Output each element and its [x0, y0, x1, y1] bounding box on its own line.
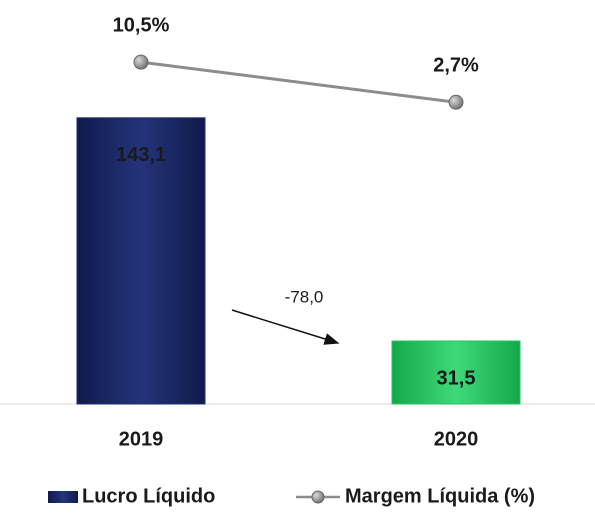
line [140, 60, 457, 104]
legend-label: Lucro Líquido [82, 485, 215, 507]
bar [391, 340, 521, 405]
annotation-arrow [231, 309, 340, 345]
annotation: -78,0 [285, 287, 324, 306]
data-label: 143,1 [116, 144, 166, 166]
x-tick-label: 2019 [119, 428, 164, 450]
data-label: 10,5% [113, 14, 170, 36]
line-marker [448, 94, 464, 110]
data-label: 2,7% [433, 55, 479, 77]
bar [76, 117, 206, 405]
legend-label: Margem Líquida (%) [345, 485, 535, 507]
line-marker [133, 54, 149, 70]
legend-swatch-marker [311, 490, 325, 504]
legend-swatch [48, 491, 78, 503]
x-tick-label: 2020 [434, 428, 479, 450]
data-label: 31,5 [437, 367, 476, 389]
